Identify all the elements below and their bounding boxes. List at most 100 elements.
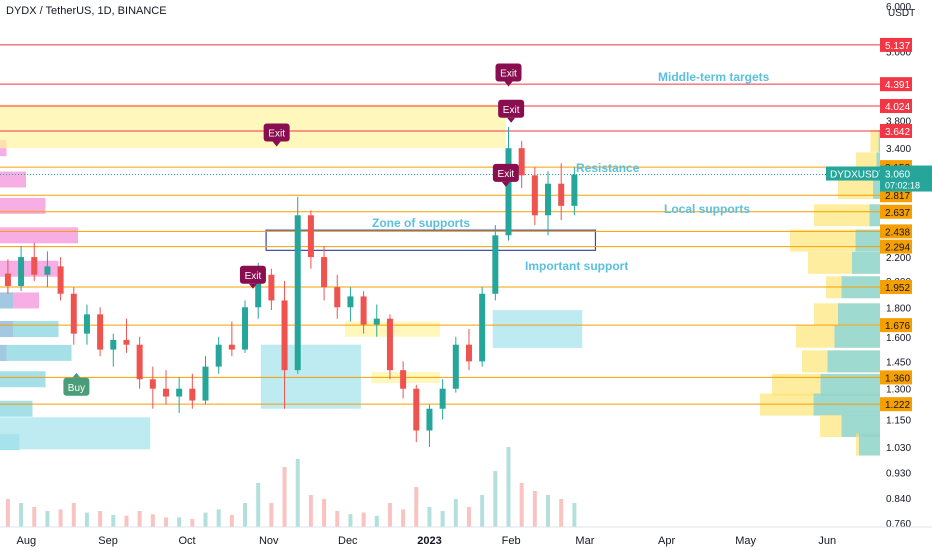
volume-bar [229, 515, 234, 527]
volume-bar [322, 499, 327, 527]
candle-body [558, 183, 565, 206]
volume-bar [519, 483, 524, 527]
candle-body [531, 175, 538, 216]
candle-body [189, 388, 196, 401]
level-badge-label: 2.817 [885, 191, 910, 202]
candle-body [373, 318, 380, 325]
candle-body [242, 307, 249, 350]
chart-title: DYDX / TetherUS, 1D, BINANCE [6, 5, 167, 17]
candle-body [505, 148, 512, 236]
volume-bar [453, 499, 458, 527]
volume-bar [348, 514, 353, 527]
volume-bar [45, 511, 50, 527]
volume-bar [32, 507, 37, 527]
candle-body [386, 318, 393, 371]
x-tick-label: Sep [98, 535, 118, 547]
level-badge [880, 99, 912, 114]
level-badge [880, 397, 912, 412]
volume-bar [137, 511, 142, 527]
zone-blue [260, 344, 361, 409]
candle-body [70, 293, 77, 334]
y-tick-label: 1.030 [886, 443, 911, 454]
buy-signal: Buy [63, 372, 90, 396]
y-tick-label: 3.400 [886, 144, 911, 155]
level-badge [880, 123, 912, 138]
level-badge [880, 370, 912, 385]
signal-label: Exit [268, 128, 285, 139]
level-badge-label: 4.391 [885, 80, 910, 91]
zone-blue [0, 417, 151, 450]
candle-body [202, 366, 209, 401]
y-tick-label: 0.840 [886, 494, 911, 505]
candle-body [347, 296, 354, 308]
candle-body [571, 174, 578, 206]
candle-body [321, 257, 328, 288]
y-tick-label: 5.000 [886, 48, 911, 59]
signal-label: Exit [245, 271, 262, 282]
volume-bar [401, 509, 406, 527]
volume-profile-bar [0, 260, 59, 277]
zone-yellow [0, 104, 506, 149]
candle-body [439, 388, 446, 409]
signal-label: Buy [68, 383, 85, 394]
level-badge [880, 204, 912, 219]
volume-profile-bar [869, 204, 880, 227]
volume-bar [506, 447, 511, 527]
level-badge-label: 5.137 [885, 41, 910, 52]
y-tick-label: 3.800 [886, 116, 911, 127]
volume-profile-bar [878, 129, 880, 152]
x-tick-label: Nov [259, 535, 279, 547]
candle-body [44, 266, 51, 275]
candle-body [413, 388, 420, 431]
volume-bar [256, 483, 261, 527]
candle-body [426, 408, 433, 431]
exit-signal: Exit [495, 63, 522, 87]
candle-body [4, 273, 11, 286]
candle-body [18, 257, 25, 286]
volume-bar [440, 511, 445, 527]
y-tick-label: 1.150 [886, 415, 911, 426]
candle-body [228, 344, 235, 350]
annotation-important-support: Important support [525, 259, 628, 273]
candle-body [545, 183, 552, 216]
volume-bar [480, 495, 485, 527]
level-badge [880, 77, 912, 92]
symbol-badge-label: DYDXUSDT [830, 170, 885, 181]
volume-profile-bar [870, 129, 880, 152]
volume-bar [203, 512, 208, 527]
volume-profile-bar [0, 171, 26, 188]
countdown-label: 07:02:18 [885, 181, 920, 191]
volume-bar [58, 509, 63, 527]
candle-body [294, 215, 301, 371]
candle-body [31, 257, 38, 275]
y-tick-label: 1.800 [886, 303, 911, 314]
volume-bar [177, 517, 182, 527]
candle-body [255, 274, 262, 308]
volume-bar [163, 517, 168, 527]
level-badge-label: 1.676 [885, 321, 910, 332]
volume-bar [532, 491, 537, 527]
volume-bar [282, 467, 287, 527]
volume-bar [124, 515, 129, 527]
y-tick-label: 0.760 [886, 519, 911, 530]
candle-body [176, 388, 183, 397]
x-tick-label: May [735, 535, 756, 547]
level-badge-label: 2.294 [885, 243, 910, 254]
level-badge-label: 1.222 [885, 400, 910, 411]
last-price-label: 3.060 [885, 170, 910, 181]
volume-bar [335, 511, 340, 527]
exit-signal: Exit [498, 99, 525, 123]
volume-profile-bar [841, 414, 880, 437]
candle-body [83, 314, 90, 334]
volume-profile-bar [0, 400, 33, 417]
level-badge [880, 188, 912, 203]
volume-bar [216, 509, 221, 527]
volume-bar [414, 487, 419, 527]
volume-profile-bar [0, 227, 78, 244]
volume-bar [308, 495, 313, 527]
volume-profile-bar [814, 204, 880, 227]
candle-body [518, 148, 525, 176]
volume-profile-bar [855, 229, 880, 252]
y-tick-label: 1.450 [886, 357, 911, 368]
